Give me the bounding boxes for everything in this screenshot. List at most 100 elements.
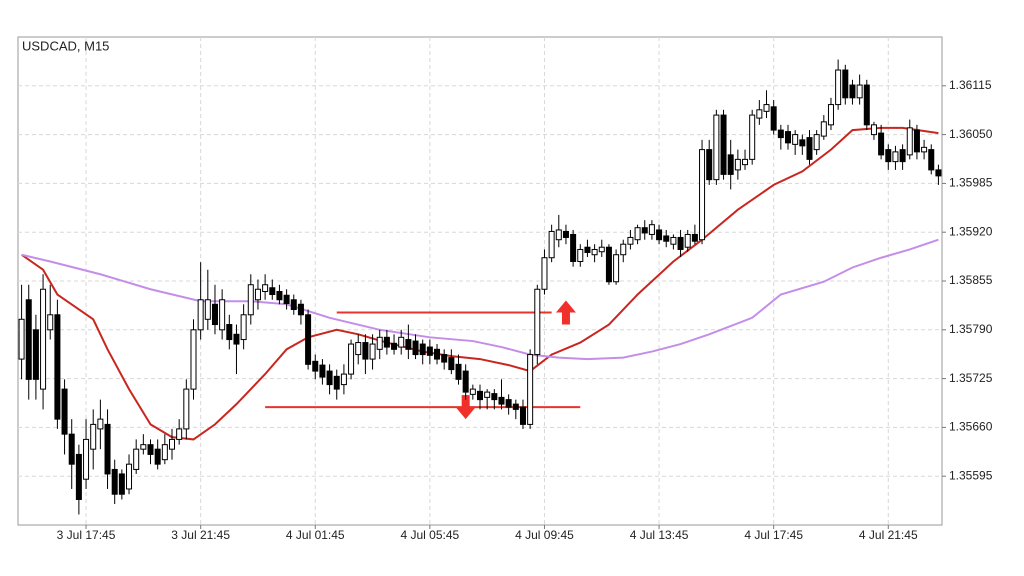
candle-body <box>684 233 691 248</box>
candle-body <box>813 134 820 151</box>
candle-body <box>426 346 433 356</box>
candle-body <box>641 227 648 234</box>
candle-body <box>935 169 942 177</box>
candle-body <box>720 114 727 175</box>
candle-body <box>605 246 612 283</box>
candle-body <box>126 463 133 490</box>
candle-body <box>620 243 627 256</box>
candle-body <box>190 329 197 390</box>
y-tick-label: 1.36115 <box>949 78 992 92</box>
candle-body <box>827 104 834 126</box>
candle-body <box>340 373 347 386</box>
candle-body <box>484 391 491 398</box>
candle-body <box>562 230 569 238</box>
candle-body <box>362 342 369 360</box>
candle-body <box>333 375 340 390</box>
candle-body <box>54 314 61 420</box>
candle-body <box>928 149 935 171</box>
chart-title: USDCAD, M15 <box>22 38 109 53</box>
candle-body <box>878 132 885 156</box>
marks <box>18 59 942 515</box>
candle-body <box>498 396 505 405</box>
candle-body <box>369 343 376 360</box>
candle-body <box>391 342 398 350</box>
candle-body <box>527 354 534 425</box>
candle-body <box>677 236 684 250</box>
candle-body <box>512 403 519 410</box>
candle-body <box>462 370 469 393</box>
candle-body <box>290 299 297 311</box>
candle-body <box>319 364 326 378</box>
y-tick-label: 1.35725 <box>949 371 993 385</box>
y-tick-label: 1.35985 <box>949 176 993 190</box>
candle-body <box>541 257 548 290</box>
candle-body <box>68 433 75 465</box>
candle-body <box>312 360 319 372</box>
candle-body <box>75 453 82 500</box>
signal-arrow <box>555 300 576 325</box>
candle-body <box>663 235 670 242</box>
candle-body <box>168 438 176 450</box>
x-tick-label: 4 Jul 13:45 <box>630 528 689 542</box>
axes: 1.35595 1.35660 1.35725 1.35790 1.35855 1.359… <box>57 78 993 542</box>
candle-body <box>691 233 698 242</box>
candle-body <box>806 137 813 160</box>
candle-body <box>713 114 720 181</box>
y-tick-label: 1.35920 <box>949 224 993 238</box>
candle-body <box>297 303 304 316</box>
candle-body <box>283 294 290 305</box>
candle-body <box>269 287 276 296</box>
x-tick-label: 3 Jul 17:45 <box>57 528 116 542</box>
candle-body <box>434 348 441 360</box>
candle-body <box>154 448 161 465</box>
x-tick-label: 3 Jul 21:45 <box>171 528 230 542</box>
candle-body <box>921 146 928 153</box>
candle-body <box>348 343 355 375</box>
candle-body <box>398 336 405 348</box>
candle-body <box>211 303 218 326</box>
candle-body <box>749 114 756 160</box>
candle-body <box>405 339 412 350</box>
candle-body <box>670 236 677 245</box>
candle-body <box>326 370 333 386</box>
candle-body <box>820 121 827 137</box>
candle-body <box>412 340 419 356</box>
candle-body <box>591 248 598 256</box>
candle-body <box>419 343 426 356</box>
candle-body <box>118 473 125 495</box>
candle-body <box>763 104 770 112</box>
candle-body <box>792 134 799 145</box>
candle-body <box>842 69 849 99</box>
candle-body <box>133 448 140 470</box>
candle-body <box>197 299 204 331</box>
candle-body <box>627 236 634 245</box>
signal-arrow <box>455 395 476 420</box>
candle-body <box>233 333 240 345</box>
x-tick-label: 4 Jul 21:45 <box>859 528 918 542</box>
candle-body <box>276 291 283 301</box>
candle-body <box>491 393 498 401</box>
candle-body <box>634 227 641 241</box>
candle-body <box>892 151 899 163</box>
candle-body <box>899 149 906 163</box>
candle-body <box>305 314 312 365</box>
candle-body <box>111 468 118 495</box>
candle-body <box>355 342 362 356</box>
candle-body <box>799 139 806 147</box>
candle-body <box>849 84 856 99</box>
candle-body <box>870 124 877 136</box>
candle-body <box>706 149 713 181</box>
candle-body <box>240 314 247 341</box>
candle-body <box>376 336 383 350</box>
candle-body <box>383 336 390 348</box>
candle-body <box>455 363 462 380</box>
candle-body <box>734 158 741 171</box>
candle-body <box>97 418 104 430</box>
candle-body <box>835 69 842 106</box>
candle-body <box>555 229 562 241</box>
x-tick-label: 4 Jul 05:45 <box>401 528 460 542</box>
candle-body <box>913 129 920 153</box>
candle-body <box>770 106 777 131</box>
